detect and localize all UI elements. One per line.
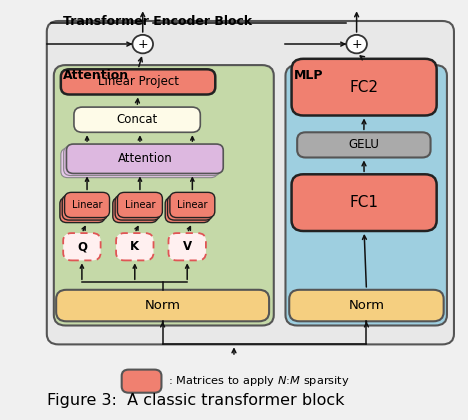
Text: K: K	[130, 240, 139, 253]
FancyBboxPatch shape	[289, 290, 444, 321]
Text: $+$: $+$	[351, 38, 362, 50]
FancyBboxPatch shape	[63, 233, 101, 260]
FancyBboxPatch shape	[61, 148, 218, 178]
FancyBboxPatch shape	[62, 195, 107, 220]
Text: Attention: Attention	[117, 152, 172, 165]
FancyBboxPatch shape	[64, 146, 220, 176]
FancyBboxPatch shape	[297, 132, 431, 158]
Text: MLP: MLP	[294, 69, 323, 82]
Text: Q: Q	[77, 240, 87, 253]
Text: FC2: FC2	[350, 80, 379, 94]
FancyBboxPatch shape	[168, 195, 212, 220]
FancyBboxPatch shape	[285, 65, 447, 326]
Circle shape	[346, 35, 367, 53]
Text: Attention: Attention	[63, 69, 129, 82]
Text: FC1: FC1	[350, 195, 379, 210]
Text: Linear: Linear	[72, 200, 102, 210]
FancyBboxPatch shape	[66, 144, 223, 173]
FancyBboxPatch shape	[122, 370, 161, 393]
FancyBboxPatch shape	[292, 59, 437, 116]
FancyBboxPatch shape	[56, 290, 269, 321]
Text: Concat: Concat	[117, 113, 158, 126]
FancyBboxPatch shape	[74, 107, 200, 132]
FancyBboxPatch shape	[60, 197, 105, 223]
FancyBboxPatch shape	[54, 65, 274, 326]
FancyBboxPatch shape	[292, 174, 437, 231]
Text: Norm: Norm	[349, 299, 384, 312]
Text: : Matrices to apply $N$:$M$ sparsity: : Matrices to apply $N$:$M$ sparsity	[168, 374, 350, 388]
Text: Norm: Norm	[145, 299, 181, 312]
Text: GELU: GELU	[349, 139, 379, 151]
FancyBboxPatch shape	[65, 192, 110, 218]
FancyBboxPatch shape	[168, 233, 206, 260]
FancyBboxPatch shape	[170, 192, 215, 218]
FancyBboxPatch shape	[47, 21, 454, 344]
Text: Figure 3:  A classic transformer block: Figure 3: A classic transformer block	[47, 393, 344, 408]
Text: V: V	[183, 240, 192, 253]
FancyBboxPatch shape	[116, 233, 154, 260]
Text: $+$: $+$	[137, 38, 148, 50]
Text: Linear: Linear	[177, 200, 208, 210]
Text: Linear: Linear	[124, 200, 155, 210]
Text: Transformer Encoder Block: Transformer Encoder Block	[63, 15, 252, 28]
FancyBboxPatch shape	[113, 197, 158, 223]
Text: Linear Project: Linear Project	[97, 76, 179, 88]
Circle shape	[132, 35, 153, 53]
FancyBboxPatch shape	[61, 69, 215, 94]
FancyBboxPatch shape	[165, 197, 210, 223]
FancyBboxPatch shape	[115, 195, 160, 220]
FancyBboxPatch shape	[117, 192, 162, 218]
